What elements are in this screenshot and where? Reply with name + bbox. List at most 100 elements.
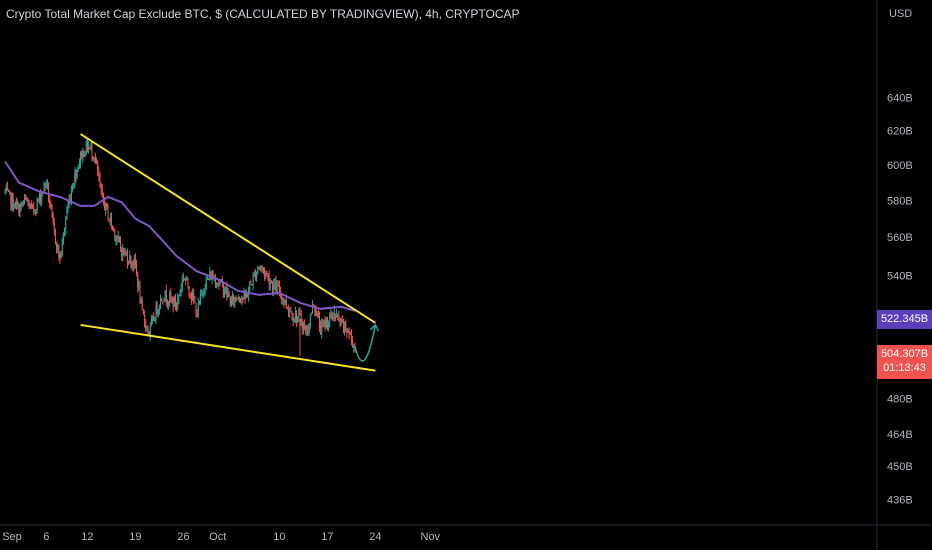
candle-body (285, 299, 287, 308)
candle-body (276, 285, 278, 292)
candle-body (315, 311, 317, 315)
candle-body (229, 296, 231, 305)
candle-body (90, 146, 92, 148)
candle-body (132, 264, 134, 267)
candle-body (308, 326, 310, 333)
candle-body (38, 194, 40, 201)
candle-body (334, 316, 336, 319)
candle-body (190, 295, 192, 299)
candle-body (330, 312, 332, 316)
candle-body (105, 202, 107, 211)
candle-body (228, 293, 230, 297)
candle-body (13, 208, 15, 210)
candle-body (142, 309, 144, 315)
price-tick-label: 560B (887, 232, 913, 244)
candle-body (108, 220, 110, 222)
candle-body (157, 309, 159, 314)
candle-body (96, 160, 98, 164)
last-price-tag: 504.307B 01:13:43 (877, 345, 932, 379)
time-axis[interactable]: Sep 6 12 19 26 Oct 10 17 24 Nov (0, 524, 932, 543)
candle-body (130, 255, 132, 265)
candle-body (17, 204, 19, 206)
candle-body (328, 321, 330, 327)
time-tick-label: Sep (2, 531, 22, 543)
candle-body (312, 304, 314, 314)
candle-body (202, 292, 204, 294)
candle-body (286, 307, 288, 309)
candle-body (102, 192, 104, 202)
candle-body (349, 333, 351, 335)
candle-body (265, 272, 267, 276)
candle-body (350, 334, 352, 340)
candle-body (282, 298, 284, 301)
candle-body (83, 150, 85, 158)
candle-body (333, 317, 335, 319)
candle-body (352, 339, 354, 348)
candle-body (194, 300, 196, 304)
candle-body (217, 283, 219, 285)
candle-body (170, 292, 172, 299)
candle-body (206, 278, 208, 280)
candle-body (171, 298, 173, 300)
time-tick-label: 19 (129, 531, 141, 543)
candle-body (181, 279, 183, 288)
candle-body (348, 331, 350, 334)
candle-body (20, 202, 22, 207)
candle-body (293, 319, 295, 321)
candle-body (156, 305, 158, 314)
candle-body (298, 312, 300, 318)
candle-body (249, 283, 251, 291)
time-tick-label: Oct (209, 531, 226, 543)
candle-body (161, 298, 163, 301)
candle-body (226, 287, 228, 296)
candle-body (341, 319, 343, 322)
candle-body (177, 298, 179, 307)
candle-body (273, 284, 275, 291)
candle-body (205, 278, 207, 290)
candle-body (342, 321, 344, 330)
candle-body (160, 298, 162, 309)
candle-body (268, 275, 270, 285)
currency-label[interactable]: USD (889, 8, 913, 20)
candle-body (289, 311, 291, 313)
candle-body (302, 324, 304, 330)
candle-body (272, 283, 274, 291)
candle-body (37, 199, 39, 201)
candle-body (133, 258, 135, 267)
candle-body (58, 245, 60, 258)
candle-body (22, 202, 24, 205)
candle-body (93, 158, 95, 160)
candle-body (244, 292, 246, 299)
price-axis[interactable]: 640B 620B 600B 580B 560B 540B 480B 464B 450B 436B (876, 0, 913, 550)
candle-body (128, 262, 130, 264)
candle-body (136, 264, 138, 274)
candle-body (78, 162, 80, 169)
candle-body (189, 293, 191, 296)
candle-body (284, 299, 286, 303)
candle-body (6, 187, 8, 191)
candle-body (75, 171, 77, 178)
candle-body (14, 202, 16, 209)
candle-body (155, 305, 157, 320)
candle-body (51, 206, 53, 215)
candle-body (146, 326, 148, 329)
candle-body (176, 306, 178, 308)
candle-body (153, 316, 155, 321)
candle-body (260, 267, 262, 269)
candle-body (67, 204, 69, 213)
candle-body (168, 302, 170, 304)
candle-body (258, 266, 260, 270)
candle-body (50, 205, 52, 207)
candle-body (122, 248, 124, 257)
projection-arrow (354, 324, 377, 362)
candle-body (77, 168, 79, 170)
candle-body (80, 151, 82, 163)
bar-countdown: 01:13:43 (883, 362, 926, 374)
candle-body (325, 319, 327, 328)
candle-body (278, 285, 280, 293)
candle-body (208, 278, 210, 280)
candle-body (253, 273, 255, 276)
candle-body (52, 214, 54, 224)
candle-body (198, 301, 200, 303)
